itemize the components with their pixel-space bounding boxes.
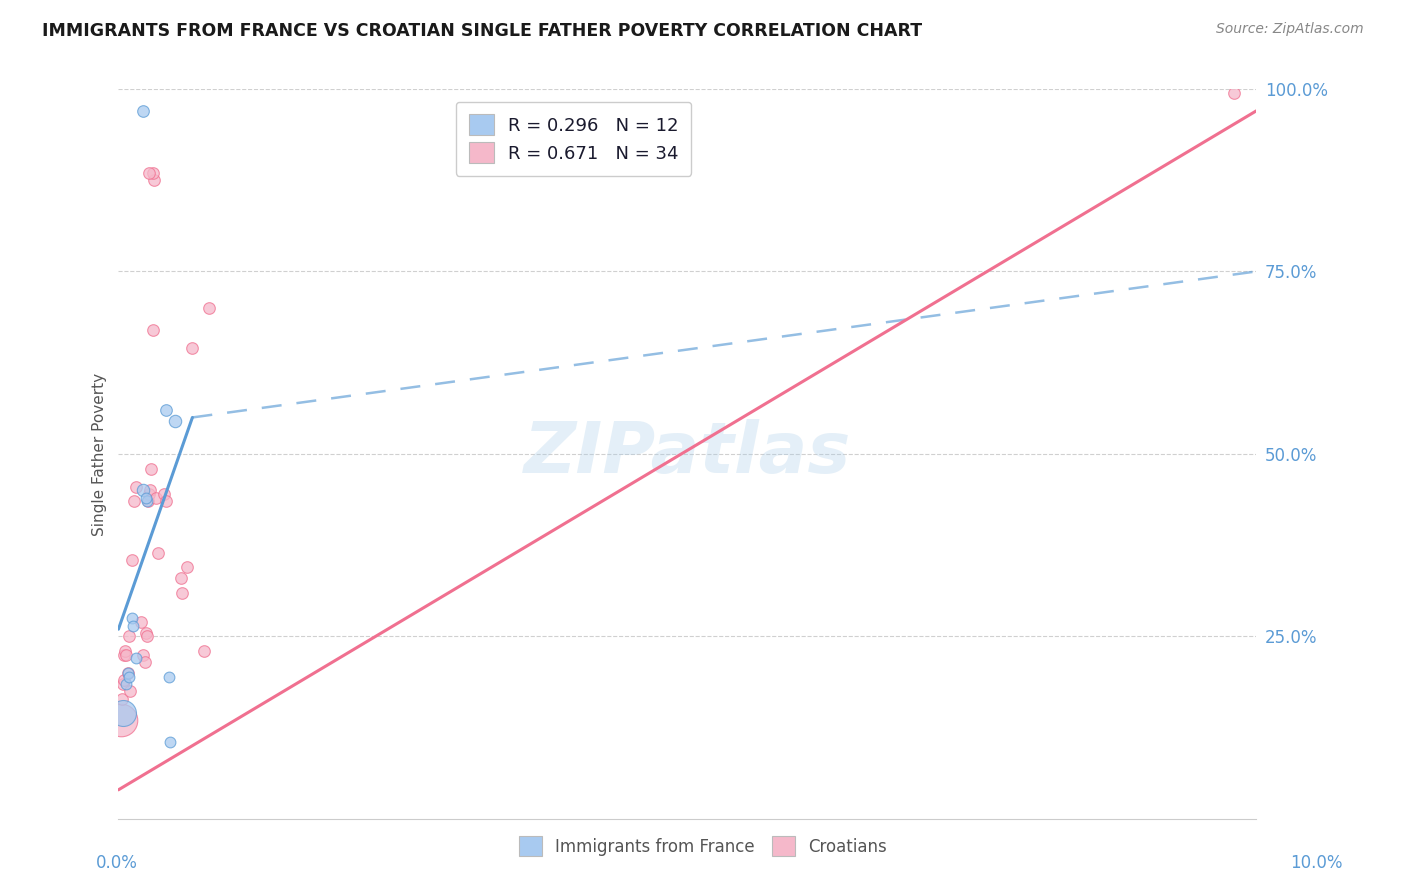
Point xyxy=(114,644,136,658)
Text: 0.0%: 0.0% xyxy=(96,855,138,872)
Point xyxy=(122,618,145,632)
Point xyxy=(135,494,157,508)
Text: 10.0%: 10.0% xyxy=(1291,855,1343,872)
Y-axis label: Single Father Poverty: Single Father Poverty xyxy=(93,372,107,535)
Point xyxy=(138,487,160,501)
Legend: Immigrants from France, Croatians: Immigrants from France, Croatians xyxy=(510,828,896,864)
Point xyxy=(155,494,177,508)
Point xyxy=(148,545,170,559)
Text: IMMIGRANTS FROM FRANCE VS CROATIAN SINGLE FATHER POVERTY CORRELATION CHART: IMMIGRANTS FROM FRANCE VS CROATIAN SINGL… xyxy=(42,22,922,40)
Point xyxy=(181,341,204,355)
Point xyxy=(165,414,187,428)
Point xyxy=(118,670,141,684)
Point xyxy=(111,706,134,720)
Point xyxy=(135,491,157,505)
Point xyxy=(134,655,156,669)
Point xyxy=(110,714,132,728)
Point xyxy=(1222,86,1244,100)
Text: Source: ZipAtlas.com: Source: ZipAtlas.com xyxy=(1216,22,1364,37)
Point xyxy=(117,665,139,680)
Point xyxy=(139,483,162,498)
Text: ZIPatlas: ZIPatlas xyxy=(523,419,851,489)
Point xyxy=(121,611,143,625)
Point xyxy=(142,166,165,180)
Point xyxy=(111,691,134,706)
Point xyxy=(170,571,193,585)
Point xyxy=(132,483,155,498)
Legend: R = 0.296   N = 12, R = 0.671   N = 34: R = 0.296 N = 12, R = 0.671 N = 34 xyxy=(456,102,692,176)
Point xyxy=(124,494,146,508)
Point xyxy=(155,403,177,417)
Point xyxy=(141,461,163,475)
Point xyxy=(138,166,160,180)
Point xyxy=(121,553,143,567)
Point xyxy=(118,630,141,644)
Point xyxy=(153,487,176,501)
Point xyxy=(145,491,167,505)
Point xyxy=(115,648,138,662)
Point xyxy=(111,677,134,691)
Point xyxy=(157,670,180,684)
Point xyxy=(193,644,215,658)
Point xyxy=(132,648,155,662)
Point xyxy=(176,560,198,574)
Point xyxy=(112,673,135,688)
Point xyxy=(124,480,146,494)
Point xyxy=(115,677,138,691)
Point xyxy=(118,684,141,698)
Point xyxy=(135,625,157,640)
Point xyxy=(136,494,159,508)
Point xyxy=(132,103,155,118)
Point xyxy=(142,173,165,187)
Point xyxy=(142,323,165,337)
Point xyxy=(198,301,221,315)
Point xyxy=(135,630,157,644)
Point xyxy=(124,651,146,665)
Point xyxy=(159,735,181,749)
Point xyxy=(117,665,139,680)
Point xyxy=(172,585,194,599)
Point xyxy=(112,648,135,662)
Point xyxy=(129,615,152,629)
